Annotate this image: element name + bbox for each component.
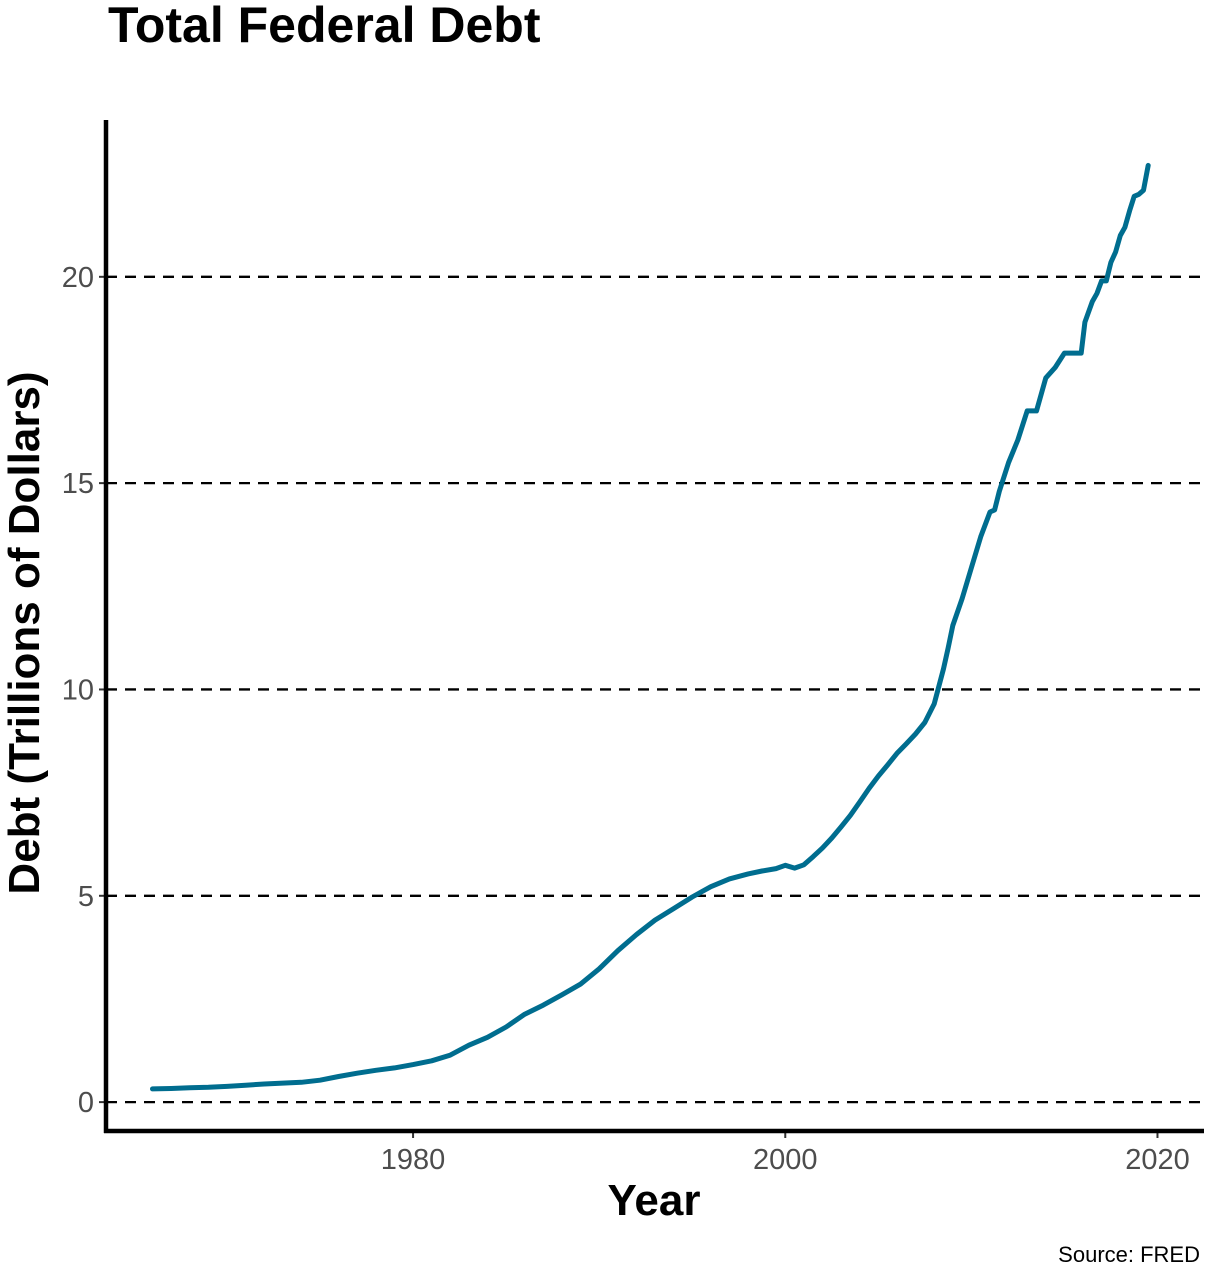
x-axis-ticks: 1980 2000 2020 <box>381 1131 1190 1176</box>
y-tick-label: 20 <box>62 262 94 294</box>
y-tick-label: 0 <box>78 1087 94 1119</box>
y-tick-label: 5 <box>78 881 94 913</box>
x-tick-label: 2000 <box>753 1144 818 1176</box>
gridlines <box>106 275 1204 1104</box>
y-tick-label: 10 <box>62 674 94 706</box>
source-caption: Source: FRED <box>1058 1242 1200 1267</box>
y-tick-label: 15 <box>62 468 94 500</box>
y-axis-ticks: 0 5 10 15 20 <box>62 262 106 1119</box>
x-tick-label: 2020 <box>1125 1144 1190 1176</box>
y-axis-title: Debt (Trillions of Dollars) <box>0 371 49 894</box>
x-tick-label: 1980 <box>381 1144 446 1176</box>
chart-title: Total Federal Debt <box>108 0 541 53</box>
series-line-total-debt <box>150 162 1151 1092</box>
x-axis-title: Year <box>608 1176 701 1225</box>
